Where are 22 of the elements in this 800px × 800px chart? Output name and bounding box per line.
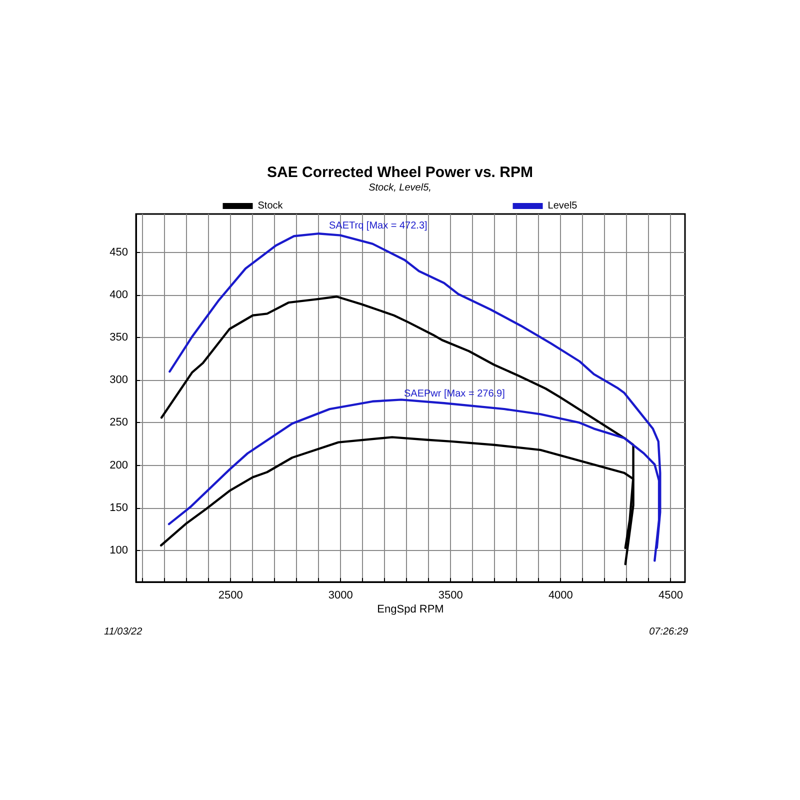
annotation: SAETrq [Max = 472.3] [329, 220, 428, 232]
legend-label: Stock [258, 200, 284, 212]
legend-label: Level5 [548, 200, 578, 212]
x-tick-label: 3500 [438, 590, 463, 602]
y-tick-label: 450 [110, 246, 128, 258]
x-tick-label: 4000 [548, 590, 573, 602]
y-tick-label: 250 [110, 416, 128, 429]
y-tick-label: 100 [110, 544, 128, 556]
chart-subtitle: Stock, Level5, [368, 182, 432, 194]
y-tick-label: 300 [110, 374, 128, 386]
x-tick-label: 4500 [658, 590, 683, 602]
x-tick-label: 3000 [328, 590, 353, 602]
chart-title: SAE Corrected Wheel Power vs. RPM [267, 164, 533, 181]
text: 11/03/22 [104, 626, 143, 638]
x-tick-label: 2500 [218, 590, 243, 602]
x-axis-title: EngSpd RPM [377, 604, 444, 616]
y-tick-label: 150 [110, 502, 128, 514]
y-tick-label: 200 [110, 459, 128, 472]
text: 07:26:29 [649, 626, 688, 638]
y-tick-label: 400 [110, 288, 128, 301]
annotation: SAEPwr [Max = 276.9] [404, 388, 506, 400]
y-tick-label: 350 [110, 332, 128, 344]
